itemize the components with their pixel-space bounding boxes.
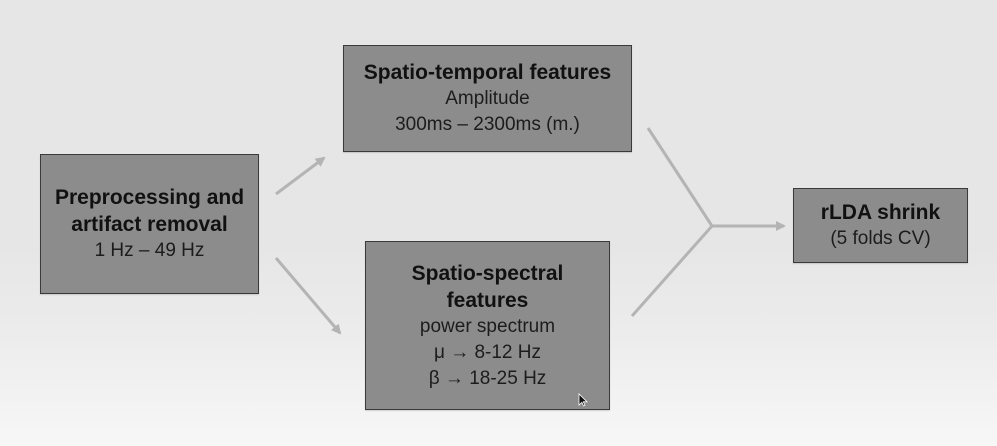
spatio-spectral-feature: power spectrum [419,315,556,337]
preprocessing-band: 1 Hz – 49 Hz [94,240,205,261]
mouse-pointer-icon [578,393,588,407]
spatio-temporal-feature: Amplitude [445,88,530,109]
arrow-pre-to-temporal [275,156,326,196]
preprocessing-box: Preprocessing and artifact removal 1 Hz … [40,154,259,294]
rlda-cross-validation: (5 folds CV) [830,228,931,249]
spatio-spectral-box: Spatio-spectral features power spectrum … [365,241,610,410]
spatio-temporal-title: Spatio-temporal features [363,61,612,84]
preprocessing-title-line1: Preprocessing and [54,186,245,209]
spatio-spectral-title-line1: Spatio-spectral [411,261,564,285]
merge-line-from-temporal [646,127,714,227]
rlda-title: rLDA shrink [820,201,941,224]
rlda-classifier-box: rLDA shrink (5 folds CV) [793,188,968,263]
spatio-spectral-beta-band: β → 18-25 Hz [428,367,547,389]
preprocessing-title-line2: artifact removal [71,213,228,236]
merge-line-from-spectral [630,225,714,317]
spatio-spectral-mu-band: μ → 8-12 Hz [433,341,542,363]
arrow-pre-to-spectral [274,257,342,335]
spatio-temporal-box: Spatio-temporal features Amplitude 300ms… [343,45,632,152]
spatio-temporal-window: 300ms – 2300ms (m.) [395,114,580,135]
spatio-spectral-title-line2: features [446,288,529,312]
